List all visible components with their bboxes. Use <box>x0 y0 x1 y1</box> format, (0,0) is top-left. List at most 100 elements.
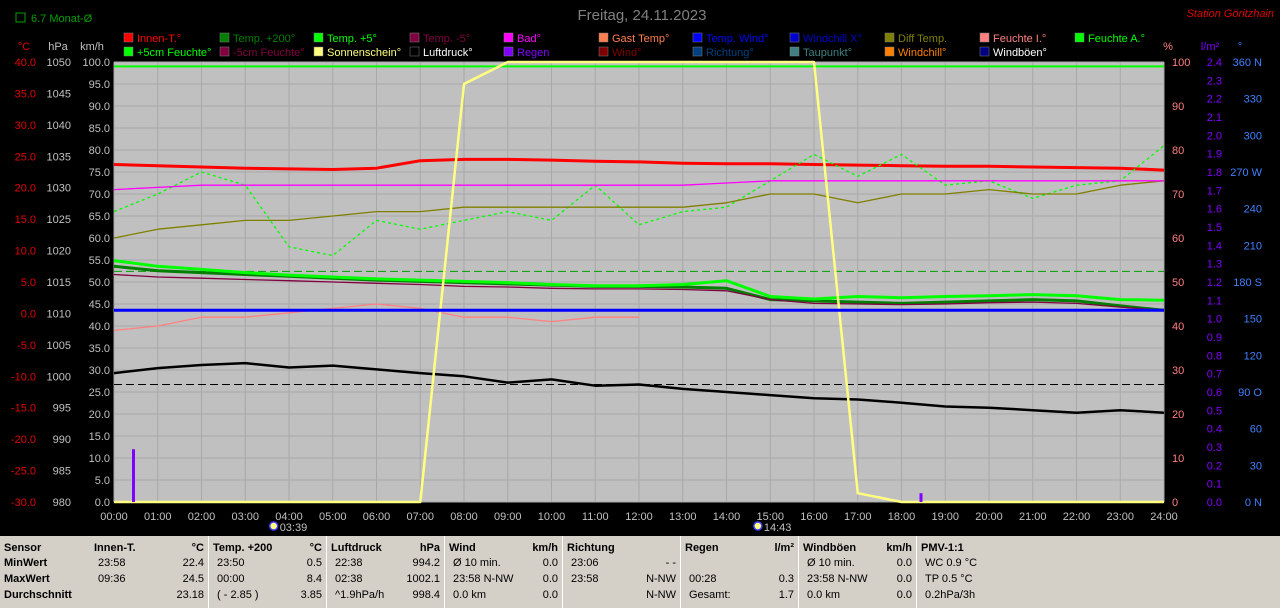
legend-swatch <box>789 32 800 43</box>
axis-tick-label: 40 <box>1172 321 1184 333</box>
legend-swatch <box>884 46 895 57</box>
x-tick-label: 20:00 <box>975 511 1003 523</box>
axis-tick-label: 50.0 <box>89 277 110 289</box>
legend-swatch <box>503 46 514 57</box>
legend-swatch <box>123 46 134 57</box>
axis-tick-label: 985 <box>53 466 71 478</box>
x-tick-label: 23:00 <box>1106 511 1134 523</box>
axis-tick-label: 1.9 <box>1207 149 1222 161</box>
axis-tick-label: 210 <box>1244 240 1262 252</box>
table-cell-value: 24.5 <box>182 573 204 585</box>
legend-label: Temp. +5° <box>327 33 377 45</box>
legend-label: Windböen° <box>993 47 1047 59</box>
table-cell-value: 0.0 <box>896 557 912 569</box>
x-tick-label: 15:00 <box>756 511 784 523</box>
x-tick-label: 11:00 <box>582 511 609 523</box>
axis-tick-label: -15.0 <box>11 403 36 415</box>
axis-tick-label: 1010 <box>47 308 71 320</box>
axis-tick-label: 180 S <box>1233 277 1262 289</box>
axis-tick-label: 980 <box>53 497 71 509</box>
axis-tick-label: 0.5 <box>1207 405 1222 417</box>
x-tick-label: 10:00 <box>538 511 566 523</box>
column-unit: l/m² <box>774 542 794 554</box>
legend-swatch <box>692 46 703 57</box>
series-line <box>113 361 1165 414</box>
legend-swatch <box>503 32 514 43</box>
x-tick-label: 00:00 <box>100 511 128 523</box>
axis-tick-label: 1020 <box>47 246 71 258</box>
x-tick-label: 02:00 <box>188 511 216 523</box>
series-line <box>113 303 639 332</box>
legend-label: Bad° <box>517 33 541 45</box>
axis-tick-label: 10.0 <box>15 246 36 258</box>
table-cell: 23:06 <box>571 557 599 569</box>
column-unit: °C <box>309 542 322 554</box>
axis-tick-label: 10.0 <box>89 453 110 465</box>
legend-swatch <box>979 32 990 43</box>
axis-unit-label: hPa <box>48 41 68 53</box>
axis-tick-label: 45.0 <box>89 299 110 311</box>
table-cell: WC 0.9 °C <box>925 557 978 569</box>
legend-label: Feuchte A.° <box>1088 33 1145 45</box>
x-tick-label: 06:00 <box>363 511 391 523</box>
rain-bar <box>132 449 135 502</box>
table-cell: 00:28 <box>689 573 717 585</box>
axis-tick-label: -20.0 <box>11 434 36 446</box>
axis-tick-label: 30 <box>1250 460 1262 472</box>
axis-tick-label: 0.1 <box>1207 479 1222 491</box>
axis-tick-label: 1015 <box>47 277 71 289</box>
table-cell-value: 0.3 <box>778 573 794 585</box>
legend-swatch <box>409 46 420 57</box>
axis-tick-label: 75.0 <box>89 167 110 179</box>
legend-swatch <box>313 46 324 57</box>
legend-label: Temp. +200° <box>233 33 295 45</box>
axis-tick-label: 0.3 <box>1207 442 1222 454</box>
x-tick-label: 12:00 <box>625 511 653 523</box>
axis-tick-label: 0.9 <box>1207 332 1222 344</box>
axis-tick-label: 2.0 <box>1207 130 1222 142</box>
table-cell-value: 1.7 <box>778 589 794 601</box>
axis-tick-label: 10 <box>1172 453 1184 465</box>
legend-label: Wind° <box>612 47 641 59</box>
x-tick-label: 18:00 <box>888 511 916 523</box>
axis-tick-label: 30.0 <box>15 120 36 132</box>
table-cell: 0.2hPa/3h <box>925 589 976 601</box>
series-line <box>113 145 1165 257</box>
table-cell: Ø 10 min. <box>807 557 855 569</box>
column-name: Regen <box>685 542 719 554</box>
legend-swatch <box>1074 32 1085 43</box>
axis-tick-label: 20.0 <box>89 409 110 421</box>
column-name: Innen-T. <box>94 542 136 554</box>
table-row-labels: Sensor MinWert MaxWert Durchschnitt <box>0 536 90 608</box>
legend-swatch <box>789 46 800 57</box>
table-cell-value: N-NW <box>646 589 676 601</box>
table-cell: TP 0.5 °C <box>925 573 973 585</box>
x-tick-label: 13:00 <box>669 511 697 523</box>
axis-tick-label: 1.7 <box>1207 185 1222 197</box>
table-cell-value: 1002.1 <box>406 573 440 585</box>
legend-label: Temp. -5° <box>423 33 470 45</box>
x-tick-label: 09:00 <box>494 511 522 523</box>
axis-tick-label: 270 W <box>1230 167 1262 179</box>
legend-swatch <box>219 32 230 43</box>
axis-tick-label: 1.8 <box>1207 167 1222 179</box>
table-cell-value: 0.0 <box>896 573 912 585</box>
row-label-min: MinWert <box>4 557 48 569</box>
axis-tick-label: 1000 <box>47 371 71 383</box>
station-name: Station Göritzhain <box>1187 8 1274 20</box>
table-cell-value: 22.4 <box>182 557 204 569</box>
axis-unit-label: km/h <box>80 41 104 53</box>
legend-label: Richtung° <box>706 47 754 59</box>
axis-tick-label: 35.0 <box>15 88 36 100</box>
table-cell: 23:50 <box>217 557 245 569</box>
axis-tick-label: 120 <box>1244 350 1262 362</box>
x-tick-label: 17:00 <box>844 511 872 523</box>
axis-tick-label: 30.0 <box>89 365 110 377</box>
axis-tick-label: 55.0 <box>89 255 110 267</box>
axis-tick-label: 0.0 <box>95 497 110 509</box>
axis-tick-label: 0.8 <box>1207 350 1222 362</box>
axis-tick-label: 0.0 <box>1207 497 1222 509</box>
row-label-max: MaxWert <box>4 573 50 585</box>
axis-tick-label: 30 <box>1172 365 1184 377</box>
x-tick-label: 08:00 <box>450 511 478 523</box>
